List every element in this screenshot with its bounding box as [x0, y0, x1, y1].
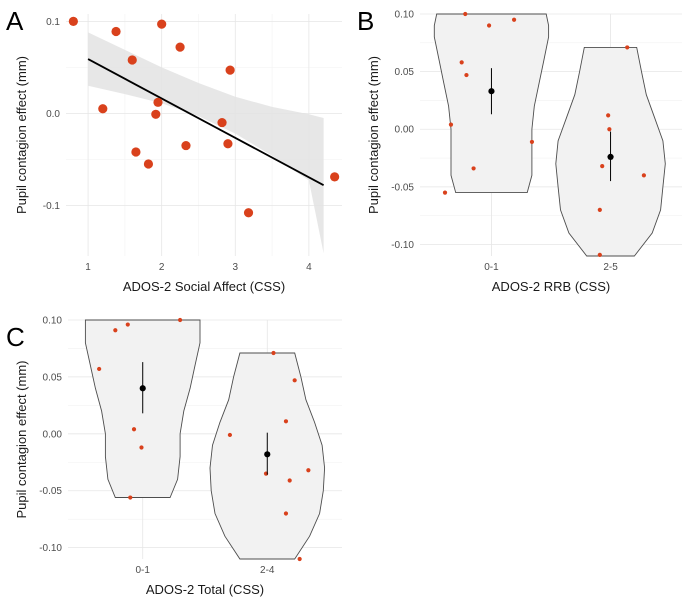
data-point	[125, 322, 130, 327]
data-point	[128, 495, 133, 500]
y-tick-label: -0.05	[39, 486, 62, 497]
data-point	[68, 16, 78, 26]
data-point	[217, 117, 227, 128]
data-point	[641, 173, 646, 178]
plot-area-a: 1 2 3 4 -0.1 0.0 0.1 ADOS-2 Social Affect (CSS)…	[14, 14, 342, 294]
x-axis-label: ADOS-2 Total (CSS)	[146, 582, 264, 597]
panel-b: -0.10 -0.05 0.00 0.05 0.10 0-1 2-5 ADOS-2 RRB (…	[357, 6, 682, 294]
data-point	[292, 378, 297, 383]
y-tick-label: 0.1	[46, 17, 60, 28]
data-point	[606, 113, 611, 118]
data-point	[283, 419, 289, 424]
panel-c: -0.10 -0.05 0.00 0.05 0.10 0-1 2-4 ADOS-2 Total…	[6, 316, 342, 597]
data-point	[97, 366, 102, 372]
y-tick-label: -0.10	[391, 240, 414, 251]
y-tick-label: -0.1	[43, 201, 61, 212]
y-tick-label: 0.00	[43, 429, 63, 440]
panel-a: 1 2 3 4 -0.1 0.0 0.1 ADOS-2 Social Affect (CSS)…	[6, 6, 342, 294]
mean-point	[139, 385, 146, 392]
data-point	[127, 55, 137, 65]
x-tick-label: 2-4	[260, 565, 275, 576]
data-point	[271, 350, 276, 356]
data-point	[463, 11, 468, 17]
data-point	[283, 511, 289, 516]
data-point	[297, 556, 302, 562]
data-point	[607, 127, 612, 132]
y-axis-label: Pupil contagion effect (mm)	[14, 56, 29, 214]
data-point	[227, 432, 233, 438]
y-tick-label: 0.0	[46, 109, 60, 120]
data-point	[181, 140, 191, 151]
x-tick-label: 2-5	[603, 262, 618, 273]
mean-point	[488, 88, 495, 95]
data-point	[131, 147, 141, 157]
data-point	[175, 42, 185, 52]
data-point	[529, 139, 535, 145]
data-point	[225, 65, 235, 75]
data-point	[157, 19, 167, 29]
data-point	[597, 207, 602, 213]
mean-point	[607, 153, 614, 160]
x-axis-label: ADOS-2 Social Affect (CSS)	[123, 279, 285, 294]
x-tick-label: 3	[232, 262, 238, 273]
confidence-band	[88, 32, 324, 254]
data-point	[98, 104, 108, 114]
y-axis-label: Pupil contagion effect (mm)	[366, 56, 381, 214]
y-tick-label: 0.05	[395, 67, 415, 78]
data-point	[600, 164, 605, 169]
data-point	[511, 17, 517, 22]
regression-line	[87, 58, 325, 186]
y-tick-label: 0.00	[395, 125, 415, 136]
data-point	[330, 172, 340, 182]
y-tick-label: 0.10	[43, 316, 63, 327]
y-tick-label: -0.10	[39, 543, 62, 554]
y-tick-label: 0.10	[395, 10, 415, 21]
plot-area-c: -0.10 -0.05 0.00 0.05 0.10 0-1 2-4 ADOS-2 Total…	[14, 316, 342, 597]
data-point	[306, 468, 311, 473]
data-point	[151, 109, 161, 119]
y-tick-label: -0.05	[391, 182, 414, 193]
data-point	[111, 26, 121, 37]
data-point	[442, 190, 448, 195]
y-axis-label: Pupil contagion effect (mm)	[14, 361, 29, 519]
x-tick-label: 0-1	[484, 262, 499, 273]
x-tick-label: 4	[306, 262, 312, 273]
data-point	[597, 252, 602, 257]
data-point	[471, 166, 476, 171]
data-point	[177, 317, 183, 323]
y-tick-label: 0.05	[43, 372, 63, 383]
data-point	[153, 97, 163, 107]
data-point	[448, 122, 454, 127]
mean-point	[264, 451, 271, 458]
data-point	[464, 72, 469, 78]
data-point	[139, 445, 144, 450]
x-tick-label: 1	[85, 262, 91, 273]
x-axis-label: ADOS-2 RRB (CSS)	[492, 279, 610, 294]
data-point	[113, 328, 118, 333]
panel-letter-c: C	[6, 322, 25, 352]
plot-area-b: -0.10 -0.05 0.00 0.05 0.10 0-1 2-5 ADOS-2 RRB (…	[366, 10, 682, 294]
data-point	[287, 478, 292, 483]
x-tick-label: 2	[159, 262, 165, 273]
x-tick-label: 0-1	[136, 565, 151, 576]
data-point	[486, 23, 492, 28]
panel-letter-a: A	[6, 6, 24, 36]
data-point	[243, 208, 254, 218]
data-point	[625, 45, 630, 50]
data-point	[459, 60, 464, 65]
data-point	[131, 427, 137, 432]
data-point	[223, 139, 233, 149]
data-point	[143, 159, 154, 169]
panel-letter-b: B	[357, 6, 374, 36]
